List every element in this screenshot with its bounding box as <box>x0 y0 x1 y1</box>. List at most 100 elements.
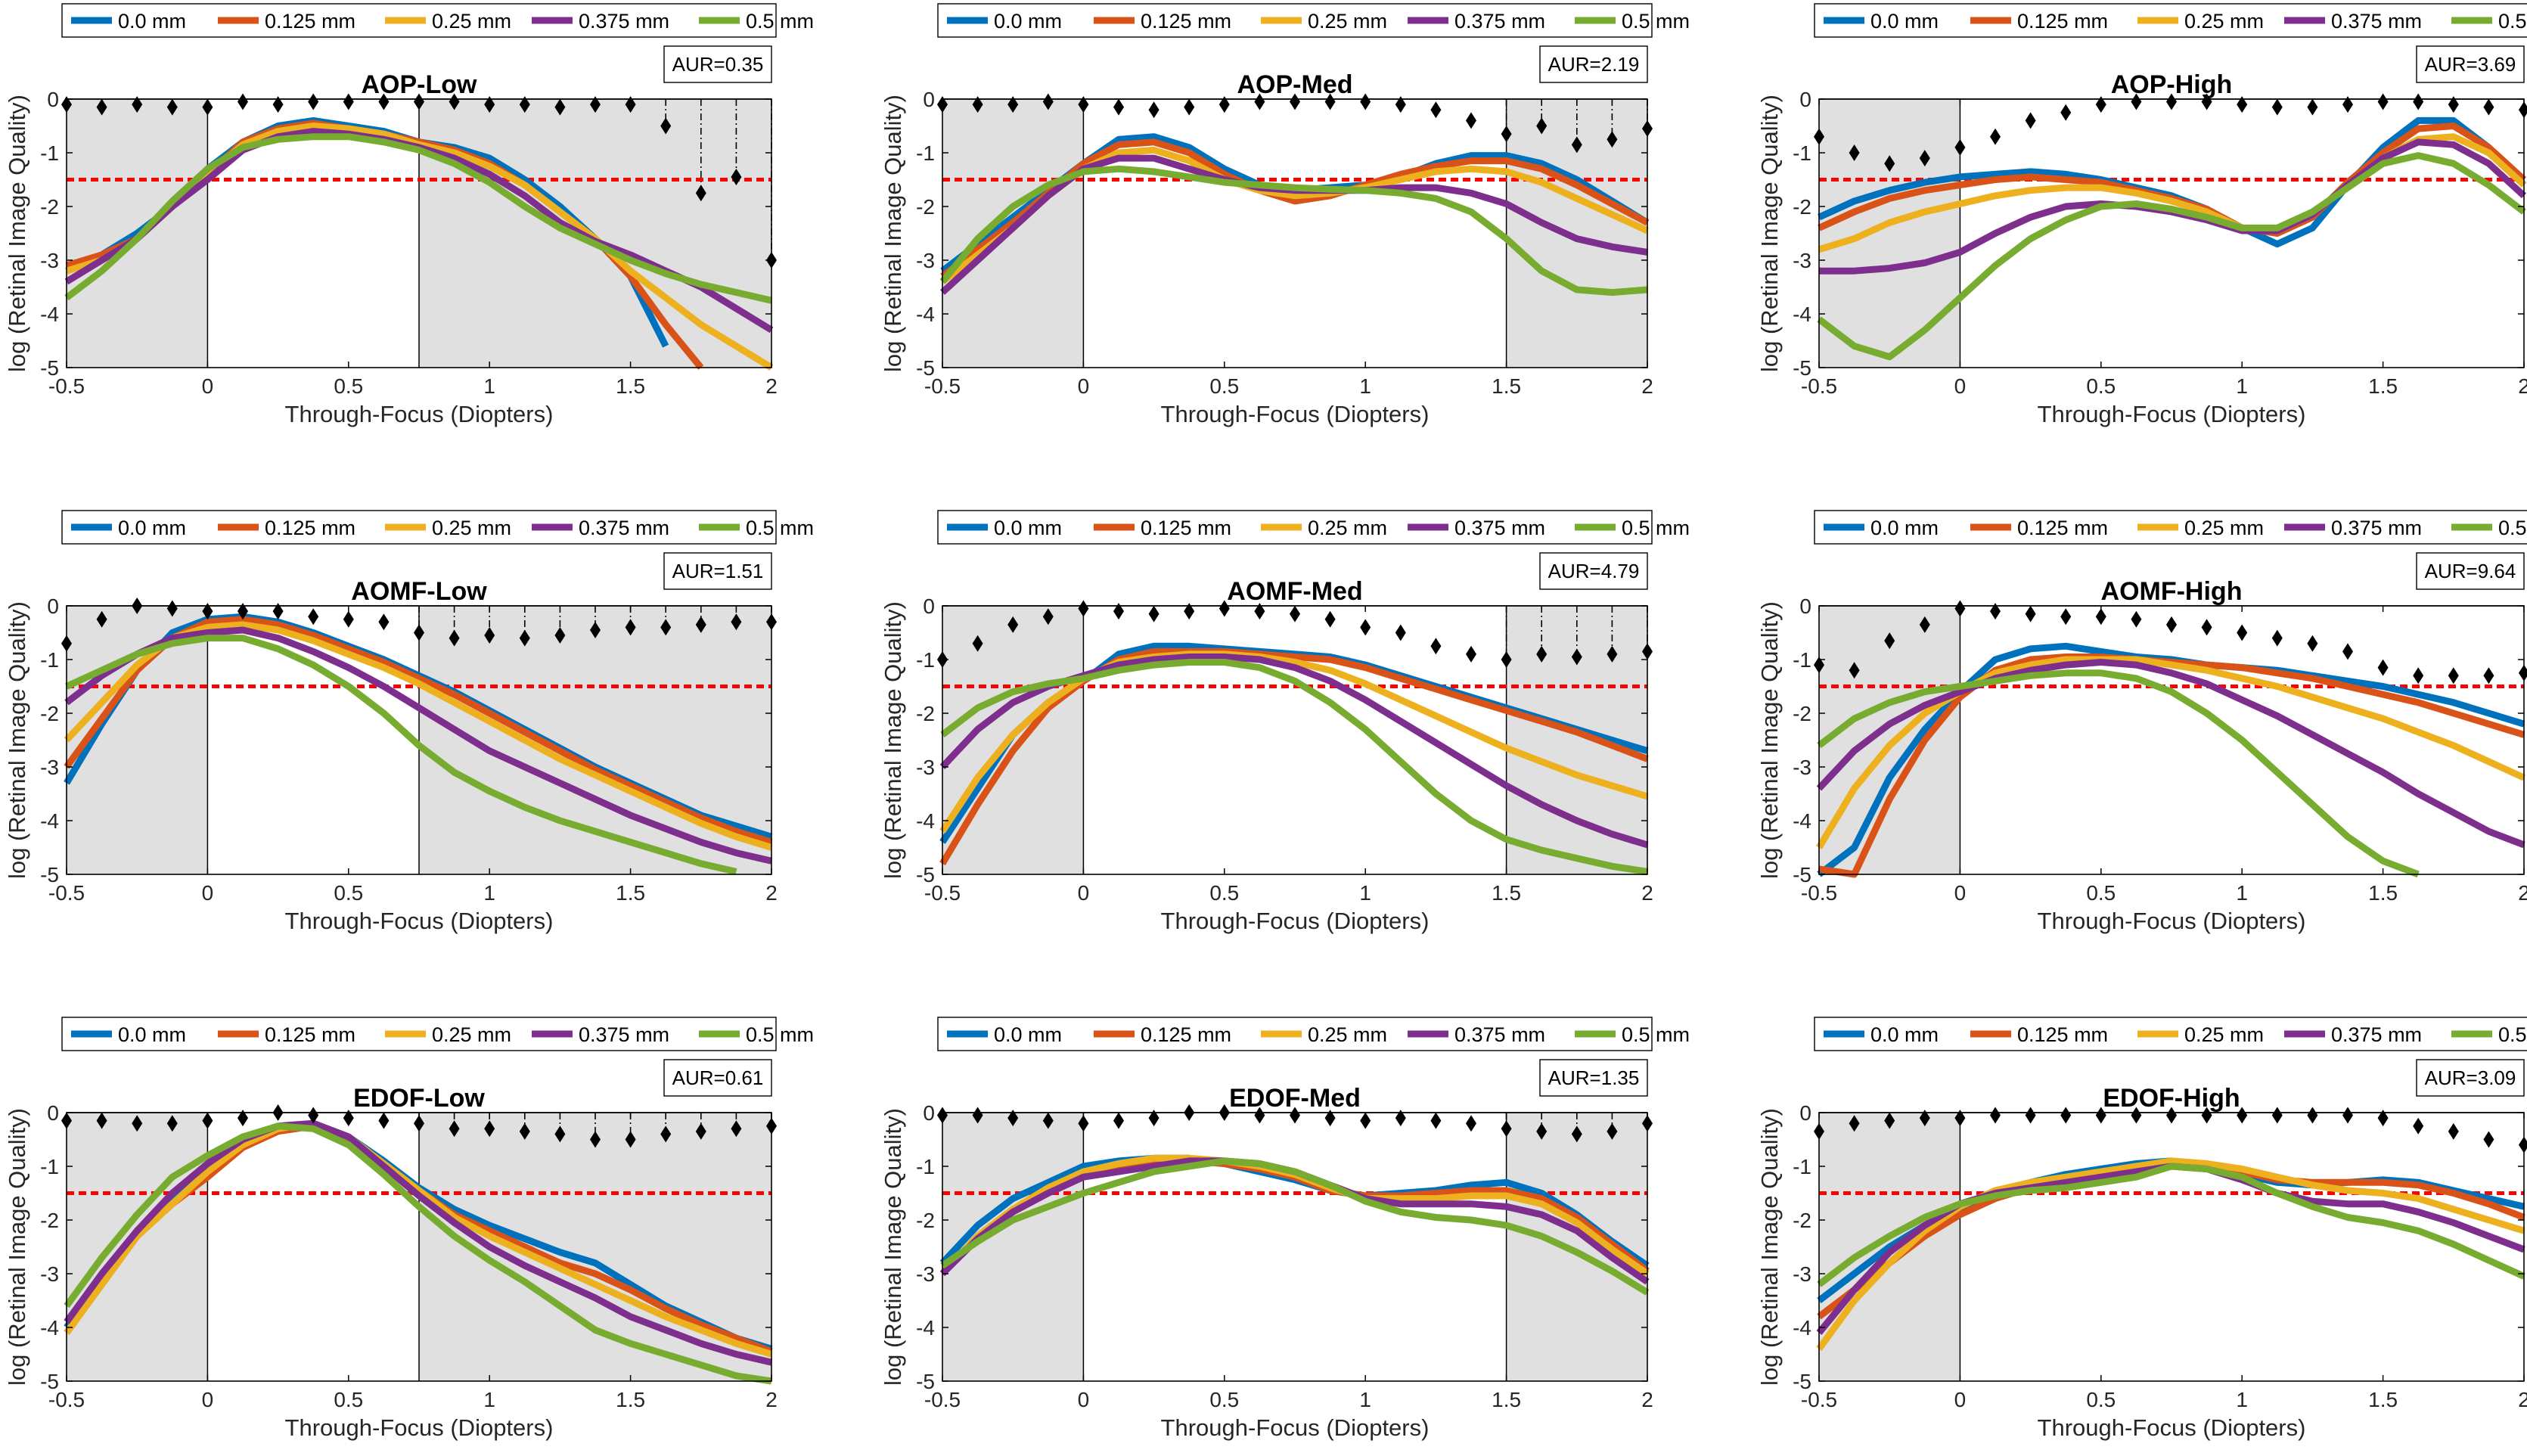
legend-label: 0.0 mm <box>994 517 1062 539</box>
diamond-marker <box>1113 1112 1124 1129</box>
y-tick-label: -4 <box>916 303 935 326</box>
aur-value: AUR=3.69 <box>2425 53 2516 76</box>
y-tick-label: 0 <box>1799 595 1811 618</box>
axes-box <box>66 98 772 368</box>
axes-box <box>66 605 772 875</box>
legend-label: 0.0 mm <box>994 1023 1062 1046</box>
y-tick-label: -1 <box>916 1155 935 1178</box>
x-axis-label: Through-Focus (Diopters) <box>1161 1414 1430 1441</box>
diamond-marker <box>972 635 983 652</box>
chart-title: EDOF-High <box>2103 1084 2240 1113</box>
diamond-marker <box>2131 610 2142 628</box>
y-tick-label: -1 <box>1793 1155 1811 1178</box>
x-tick-label: 0.5 <box>334 881 363 905</box>
legend-label: 0.125 mm <box>1141 10 1231 33</box>
diamond-marker <box>590 621 601 638</box>
axes-box <box>942 1112 1648 1382</box>
diamond-marker <box>1254 1107 1265 1124</box>
y-tick-label: -5 <box>1793 1370 1811 1393</box>
y-tick-label: -4 <box>1793 809 1811 833</box>
diamond-marker <box>1571 1125 1582 1143</box>
series-line-05mm <box>940 1157 1650 1296</box>
panel-aop-med: -0.5 0 0.5 1 1.5 2 0 -1 -2 -3 -4 -5 Through-Focus (D… <box>880 3 1690 427</box>
diamond-marker <box>2271 629 2283 647</box>
axes-box <box>942 98 1648 368</box>
x-tick-label: 2 <box>2518 881 2527 905</box>
legend-label: 0.25 mm <box>432 1023 511 1046</box>
diamond-marker <box>625 619 636 636</box>
x-tick-label: 1 <box>1359 1388 1371 1411</box>
diamond-marker <box>1184 603 1195 620</box>
aur-value: AUR=9.64 <box>2425 560 2516 582</box>
diamond-marker <box>1466 645 1476 663</box>
diamond-marker <box>2025 112 2036 129</box>
y-tick-label: 0 <box>923 595 935 618</box>
diamond-marker <box>1919 150 1930 167</box>
y-axis-label: log (Retinal Image Quality) <box>4 95 30 372</box>
y-tick-label: -1 <box>1793 648 1811 672</box>
aur-box <box>663 1059 772 1097</box>
aur-box <box>1539 552 1648 590</box>
aur-box <box>663 552 772 590</box>
series-line-0125mm <box>939 647 1649 866</box>
diamond-marker <box>2025 1107 2036 1124</box>
series-line-0375mm <box>64 1119 773 1366</box>
series-line-05mm <box>1817 152 2526 361</box>
y-axis-label: log (Retinal Image Quality) <box>880 95 906 372</box>
diamond-marker <box>519 629 530 647</box>
x-tick-label: 0 <box>202 881 214 905</box>
diamond-marker <box>2483 98 2494 116</box>
y-tick-label: -3 <box>916 249 935 272</box>
aur-box <box>2416 45 2525 83</box>
y-tick-label: -2 <box>1793 1209 1811 1232</box>
diamond-marker <box>2483 1131 2494 1148</box>
x-tick-label: 0.5 <box>2086 1388 2116 1411</box>
diamond-marker <box>1395 96 1406 113</box>
diamond-marker <box>1042 1112 1054 1129</box>
y-axis-label: log (Retinal Image Quality) <box>880 601 906 879</box>
diamond-marker <box>96 1112 107 1129</box>
diamond-marker <box>449 629 460 647</box>
x-tick-label: 1 <box>1359 881 1371 905</box>
x-tick-label: 1.5 <box>616 374 645 398</box>
diamond-marker <box>1607 645 1618 663</box>
diamond-marker <box>2307 98 2318 116</box>
diamond-marker <box>166 1115 178 1132</box>
y-tick-label: -5 <box>916 356 935 380</box>
diamond-marker <box>378 1112 390 1129</box>
diamond-marker <box>1607 1122 1618 1140</box>
diamond-marker <box>2519 664 2527 681</box>
diamond-marker <box>660 619 672 636</box>
axes-box <box>1818 1112 2525 1382</box>
legend-label: 0.25 mm <box>432 517 511 539</box>
diamond-marker <box>2025 605 2036 622</box>
diamond-marker <box>378 613 390 631</box>
diamond-marker <box>2448 96 2459 113</box>
aur-box <box>2416 1059 2525 1097</box>
y-tick-label: -5 <box>40 356 59 380</box>
shaded-region <box>67 1113 208 1381</box>
x-tick-label: 2 <box>1641 1388 1653 1411</box>
y-tick-label: -4 <box>40 1316 59 1340</box>
series-line-0375mm <box>1816 659 2525 849</box>
diamond-marker <box>2413 1117 2424 1135</box>
diamond-marker <box>1430 638 1442 655</box>
diamond-marker <box>2060 1107 2072 1124</box>
y-tick-label: -1 <box>40 648 59 672</box>
x-tick-label: 1.5 <box>2368 881 2398 905</box>
y-axis-label: log (Retinal Image Quality) <box>1756 95 1783 372</box>
axes-box <box>1818 98 2525 368</box>
diamond-marker <box>2131 1107 2142 1124</box>
x-tick-label: 1 <box>483 881 495 905</box>
legend-label: 0.5 mm <box>1622 517 1690 539</box>
y-tick-label: -3 <box>40 249 59 272</box>
aur-value: AUR=4.79 <box>1548 560 1640 582</box>
diamond-marker <box>1430 1112 1442 1129</box>
diamond-marker <box>2413 93 2424 110</box>
y-tick-label: -3 <box>40 1262 59 1286</box>
legend-label: 0.375 mm <box>579 517 669 539</box>
diamond-marker <box>660 117 672 135</box>
diamond-marker <box>1113 98 1124 116</box>
panel-aomf-low: -0.5 0 0.5 1 1.5 2 0 -1 -2 -3 -4 -5 Through-Focus (D… <box>4 510 814 934</box>
legend-label: 0.5 mm <box>2498 517 2527 539</box>
